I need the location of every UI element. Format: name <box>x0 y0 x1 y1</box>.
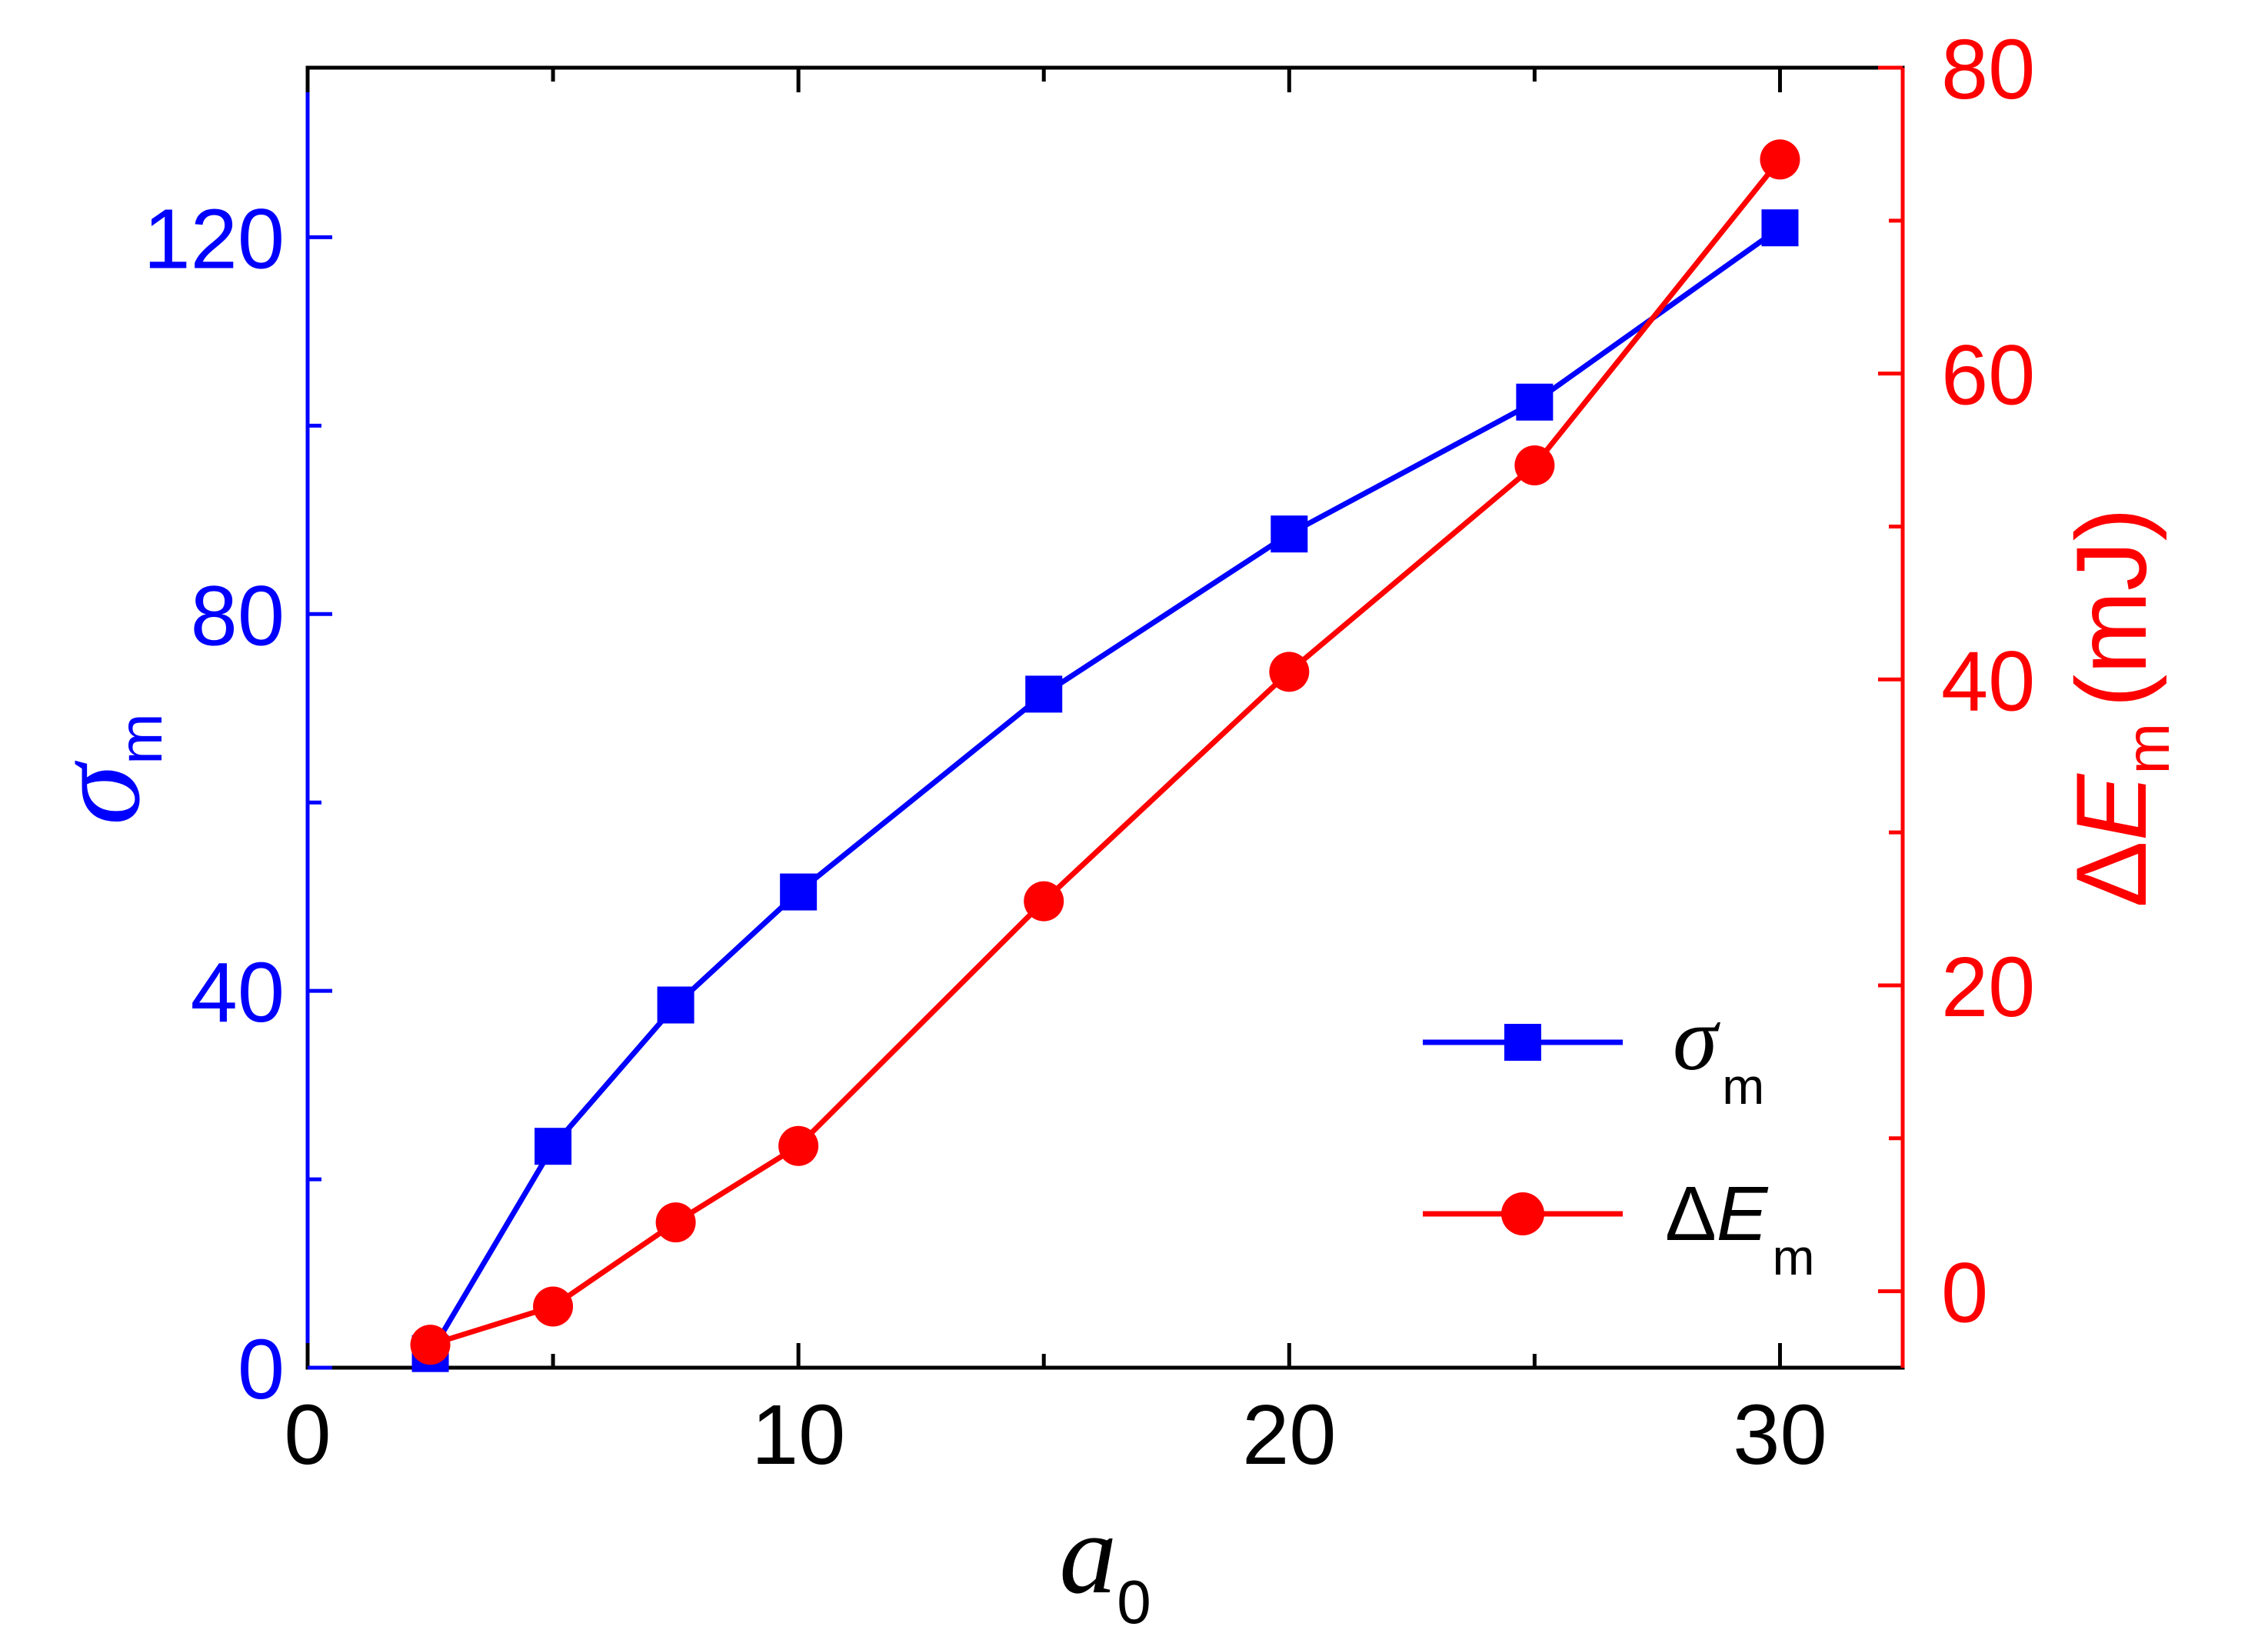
x-tick-label: 30 <box>1733 1388 1827 1482</box>
legend-label-delta-e: ΔEm <box>1665 1171 1814 1285</box>
sigma-point <box>780 873 818 911</box>
delta-e-point <box>1514 445 1555 485</box>
left-axis-ticks: 0 40 80 120 <box>143 192 332 1417</box>
x-axis-title-main: a <box>1059 1490 1117 1618</box>
plot-frame <box>305 65 1905 1370</box>
delta-e-point <box>410 1325 451 1365</box>
delta-e-point <box>1760 139 1800 180</box>
right-tick-label: 20 <box>1941 940 2035 1035</box>
legend-label-delta-e-sub: m <box>1773 1228 1815 1285</box>
sigma-point <box>1025 675 1063 713</box>
right-axis-title: ΔEm (mJ) <box>2055 508 2182 908</box>
right-axis-title-main: E <box>2055 773 2167 841</box>
delta-e-point <box>1024 881 1064 922</box>
right-axis-ticks: 0 20 40 60 80 <box>1878 22 2035 1341</box>
right-axis-title-sub: m <box>2113 723 2182 775</box>
right-tick-label: 60 <box>1941 328 2035 423</box>
legend-label-delta-e-prefix: Δ <box>1665 1171 1717 1257</box>
x-axis-ticks: 0 10 20 30 <box>284 68 1827 1482</box>
sigma-point <box>1271 515 1308 553</box>
right-tick-label: 40 <box>1941 634 2035 728</box>
delta-e-point <box>778 1125 819 1166</box>
left-axis-title-main: σ <box>28 761 165 825</box>
delta-e-point <box>533 1286 574 1327</box>
left-tick-label: 120 <box>143 192 285 286</box>
x-axis-title-sub: 0 <box>1117 1568 1151 1636</box>
series-delta-e-line <box>429 158 1783 1348</box>
legend: σm ΔEm <box>1423 988 1814 1285</box>
delta-e-point <box>655 1202 696 1243</box>
x-tick-label: 10 <box>751 1388 845 1482</box>
legend-label-sigma-sub: m <box>1722 1058 1764 1115</box>
series-sigma <box>411 209 1799 1372</box>
legend-label-sigma: σm <box>1673 988 1764 1115</box>
sigma-point <box>657 986 694 1024</box>
x-axis-title: a0 <box>1059 1490 1151 1636</box>
left-axis-title: σm <box>28 713 175 825</box>
right-tick-label: 80 <box>1941 22 2035 117</box>
left-tick-label: 40 <box>191 945 285 1040</box>
series-sigma-line <box>428 225 1782 1355</box>
sigma-point <box>535 1128 572 1165</box>
sigma-point <box>1761 209 1799 247</box>
right-tick-label: 0 <box>1941 1246 1988 1341</box>
series-delta-e <box>410 139 1800 1365</box>
series-layer <box>410 139 1800 1372</box>
delta-e-point <box>1269 652 1310 692</box>
x-tick-label: 0 <box>284 1388 331 1482</box>
right-axis-title-prefix: Δ <box>2055 841 2167 908</box>
x-tick-label: 20 <box>1242 1388 1336 1482</box>
sigma-point <box>1516 383 1554 421</box>
legend-label-sigma-main: σ <box>1673 988 1720 1089</box>
legend-marker-sigma <box>1504 1024 1541 1061</box>
left-axis-title-sub: m <box>106 713 175 765</box>
left-tick-label: 0 <box>238 1322 285 1417</box>
right-axis-title-unit: (mJ) <box>2055 508 2167 708</box>
legend-marker-delta-e <box>1501 1192 1544 1235</box>
legend-label-delta-e-main: E <box>1717 1171 1769 1257</box>
left-tick-label: 80 <box>191 568 285 663</box>
